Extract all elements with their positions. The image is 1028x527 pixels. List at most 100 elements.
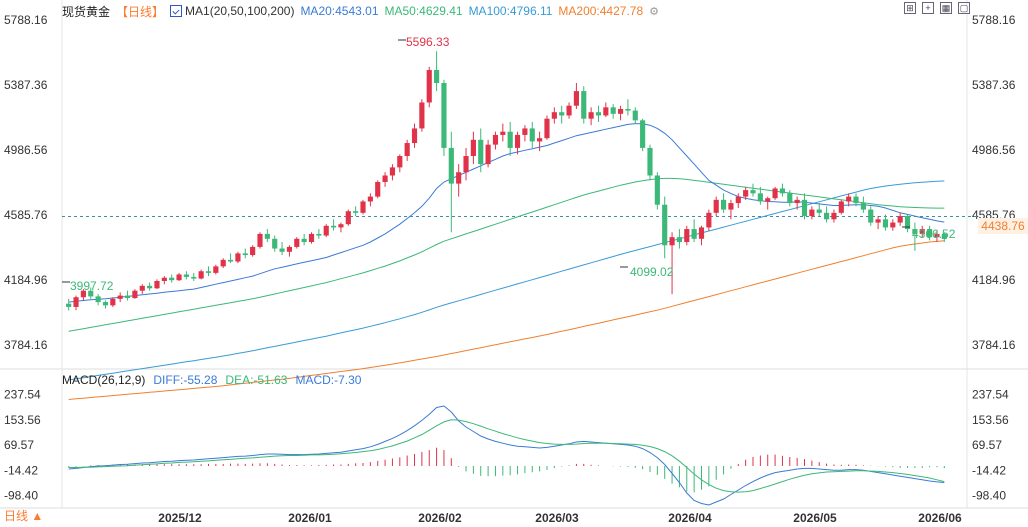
candle-body <box>73 297 79 307</box>
price-annotation: 3997.72 <box>70 279 114 293</box>
ma50-line <box>68 177 945 332</box>
candle-body <box>765 198 771 202</box>
candle-body <box>617 108 624 114</box>
candle-body <box>787 193 793 204</box>
instrument-title: 现货黄金 <box>62 4 111 19</box>
candle-body <box>264 233 270 239</box>
candle-body <box>890 222 896 228</box>
expand-icon[interactable]: ⊞ <box>904 2 916 14</box>
candle-body <box>242 253 248 256</box>
price-annotation: 5596.33 <box>406 35 450 49</box>
candle-body <box>875 219 881 223</box>
candle-body <box>205 271 212 273</box>
macd-dea-line <box>68 419 945 493</box>
candle-body <box>632 110 638 121</box>
candle-body <box>860 203 866 210</box>
candle-body <box>772 188 778 199</box>
candle-body <box>345 211 351 225</box>
candle-body <box>485 144 491 165</box>
candle-body <box>191 276 197 279</box>
candle-body <box>301 238 307 243</box>
candle-body <box>389 167 396 176</box>
candle-body <box>853 196 859 204</box>
candle-body <box>750 190 756 194</box>
settings-icon[interactable]: ⚙ <box>649 5 660 18</box>
candle-body <box>286 246 293 252</box>
candle-body <box>169 277 175 281</box>
ma200-value: MA200:4427.78 <box>558 4 644 18</box>
crosshair-icon[interactable]: + <box>922 2 934 14</box>
candle-body <box>640 120 646 148</box>
price-annotation: 4099.02 <box>630 265 674 279</box>
candle-body <box>684 229 690 243</box>
grid-icon[interactable]: ▦ <box>940 2 952 14</box>
candle-body <box>294 238 300 247</box>
candle-body <box>838 201 844 213</box>
macd-diff-value: DIFF:-55.28 <box>153 373 218 387</box>
candle-body <box>537 138 543 142</box>
ma20-value: MA20:4543.01 <box>300 4 379 18</box>
x-axis-label: 2025/12 <box>158 511 202 525</box>
candle-body <box>934 233 940 238</box>
ma200-line <box>68 240 945 400</box>
candle-body <box>809 209 815 217</box>
candle-body <box>706 212 712 228</box>
candle-body <box>257 233 263 247</box>
candle-body <box>559 112 565 116</box>
price-tick-left: 4184.96 <box>4 273 48 287</box>
macd-tick-left: 153.56 <box>4 413 41 427</box>
candle-body <box>941 233 947 239</box>
candle-body <box>456 172 462 184</box>
candle-body <box>904 216 911 230</box>
price-tick-left: 4585.76 <box>4 208 48 222</box>
candle-body <box>816 209 822 213</box>
candle-body <box>603 107 609 116</box>
candle-body <box>117 295 123 299</box>
candle-body <box>426 70 432 103</box>
candle-body <box>375 181 381 197</box>
ma-indicator-label[interactable]: MA1(20,50,100,200) <box>170 4 294 18</box>
period-label[interactable]: 【日线】 <box>116 4 165 19</box>
candle-body <box>514 134 521 148</box>
candle-body <box>647 147 653 176</box>
candle-body <box>691 229 697 239</box>
x-axis-label: 2026/06 <box>918 511 962 525</box>
macd-label[interactable]: MACD(26,12,9) <box>62 373 146 387</box>
candle-body <box>522 128 528 135</box>
candle-body <box>669 237 675 246</box>
candle-body <box>713 199 719 213</box>
macd-tick-left: -98.40 <box>4 489 38 503</box>
fullscreen-icon[interactable]: ▢ <box>958 2 970 14</box>
price-annotation: 4366.52 <box>912 227 956 241</box>
candle-body <box>272 238 278 249</box>
candle-body <box>132 290 138 299</box>
macd-tick-right: -98.40 <box>972 489 1006 503</box>
candle-body <box>250 246 256 256</box>
candle-body <box>419 102 425 129</box>
price-tick-right: 5788.16 <box>972 13 1016 27</box>
candle-body <box>824 212 830 220</box>
candle-body <box>316 233 322 236</box>
candle-body <box>235 253 241 262</box>
macd-tick-right: 69.57 <box>972 438 1002 452</box>
ma50-value: MA50:4629.41 <box>384 4 463 18</box>
candle-body <box>478 139 484 165</box>
candle-body <box>80 290 86 298</box>
price-tick-right: 4184.96 <box>972 273 1016 287</box>
macd-tick-left: -14.42 <box>4 463 38 477</box>
candle-body <box>213 266 219 273</box>
candle-body <box>529 128 535 142</box>
candle-body <box>544 118 550 139</box>
candle-body <box>927 229 933 238</box>
candle-body <box>846 196 852 202</box>
candle-body <box>801 199 808 217</box>
candle-body <box>662 204 668 246</box>
candle-body <box>353 211 359 213</box>
macd-tick-right: 153.56 <box>972 413 1009 427</box>
footer-period-selector[interactable]: 日线 ▲ <box>4 509 44 523</box>
indicator-toggle-icon[interactable] <box>170 5 183 17</box>
candle-body <box>411 128 418 144</box>
macd-tick-right: -14.42 <box>972 463 1006 477</box>
candle-body <box>183 274 189 277</box>
